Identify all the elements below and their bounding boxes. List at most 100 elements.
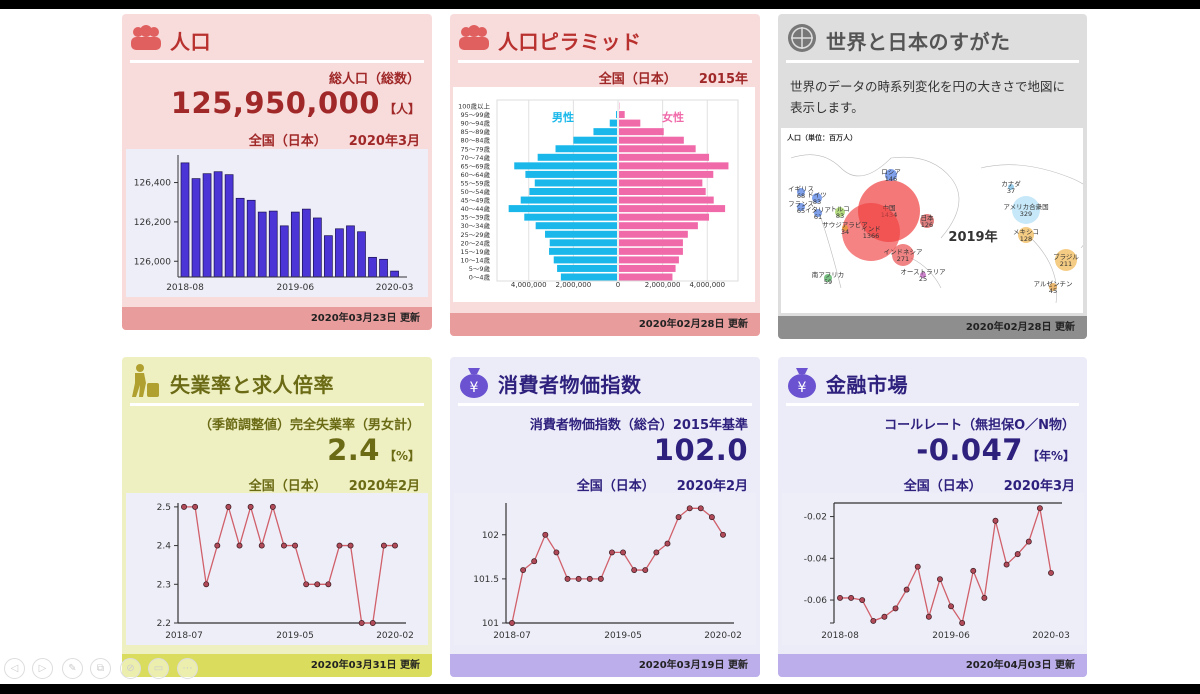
male-bar: [555, 145, 617, 153]
y-tick-label: -0.02: [804, 513, 827, 523]
age-label: 0～4歳: [469, 273, 491, 282]
back-icon[interactable]: ◁: [4, 658, 25, 679]
female-bar: [619, 162, 729, 170]
metric-value-row: 125,950,000 【人】: [171, 86, 420, 120]
bar: [180, 162, 190, 278]
population-card[interactable]: 人口 総人口（総数） 125,950,000 【人】 全国（日本） 2020年3月 …: [122, 14, 432, 330]
country-value: 1366: [863, 232, 880, 240]
metric-label: 消費者物価指数（総合）2015年基準: [529, 418, 748, 433]
pen-icon[interactable]: ✎: [62, 658, 83, 679]
male-bar: [520, 196, 617, 204]
country-value: 83: [836, 212, 844, 220]
coastline: [910, 257, 942, 289]
age-label: 5～9歳: [469, 264, 491, 273]
country-bubble: [842, 203, 900, 261]
finance-card[interactable]: ¥ 金融市場 コールレート（無担保O／N物） -0.047 【年%】 全国（日本） 2…: [778, 357, 1087, 677]
metric-value: 125,950,000: [170, 86, 380, 120]
country-value: 25: [919, 275, 927, 283]
country-value: 271: [897, 255, 909, 263]
series-line: [184, 504, 395, 624]
country-bubble: [835, 207, 845, 217]
country-bubble: [920, 214, 934, 228]
y-tick-label: 2.3: [157, 580, 171, 590]
data-point: [214, 542, 221, 549]
world-map[interactable]: 中国1434インド1366ロシア146日本126インドネシア271オーストラリア…: [781, 128, 1083, 313]
data-point: [1003, 561, 1010, 568]
data-point: [325, 581, 332, 588]
country-name: イギリス: [788, 185, 814, 193]
age-label: 50～54歳: [460, 187, 490, 196]
male-bar: [537, 153, 617, 161]
screen-icon[interactable]: ▭: [148, 658, 169, 679]
country-value: 126: [921, 221, 933, 229]
country-bubble: [797, 188, 805, 196]
slides-icon[interactable]: ⧉: [90, 658, 111, 679]
metric-value-row: 102.0: [654, 433, 748, 467]
pyramid-card[interactable]: 人口ピラミッド 全国（日本） 2015年 4,000,000 2,000,000 0 2…: [450, 14, 760, 336]
data-point: [520, 567, 527, 574]
female-bar: [619, 153, 710, 161]
population-chart: 126,000 126,200 126,400 2018-08 2019-06 2020-…: [126, 149, 428, 297]
country-value: 68: [797, 192, 805, 200]
data-point: [247, 503, 254, 510]
cpi-card[interactable]: ¥ 消費者物価指数 消費者物価指数（総合）2015年基準 102.0 全国（日本）…: [450, 357, 760, 677]
region: 全国（日本）: [903, 479, 982, 494]
bar: [290, 211, 300, 278]
y-tick-label: 126,000: [134, 257, 171, 267]
divider: [786, 60, 1079, 63]
male-bar: [545, 230, 617, 238]
data-point: [914, 563, 921, 570]
data-point: [925, 613, 932, 620]
more-icon[interactable]: ⋯: [177, 658, 198, 679]
y-tick-label: 2.5: [157, 503, 171, 513]
region: 全国（日本）: [248, 479, 327, 494]
female-bar: [619, 170, 714, 178]
updated-footer: 2020年02月28日 更新: [778, 316, 1087, 339]
country-bubble: [1008, 184, 1014, 190]
country-bubble: [824, 274, 832, 282]
data-point: [837, 595, 843, 601]
metric-context: 全国（日本） 2020年3月: [904, 475, 1075, 494]
country-name: カナダ: [1001, 179, 1021, 188]
age-label: 15～19歳: [460, 247, 490, 256]
female-bar: [619, 128, 664, 136]
no-edit-icon[interactable]: ⊘: [120, 658, 141, 679]
data-point: [553, 549, 560, 556]
top-black-bar: [0, 0, 1200, 9]
male-bar: [534, 179, 617, 187]
forward-icon[interactable]: ▷: [32, 658, 53, 679]
age-label: 55～59歳: [460, 178, 490, 187]
female-bar: [619, 179, 703, 187]
data-point: [225, 503, 232, 510]
country-bubble: [842, 225, 848, 231]
data-point: [303, 581, 310, 588]
data-point: [881, 613, 888, 620]
country-value: 59: [824, 278, 832, 286]
metric-value-row: 2.4 【%】: [327, 433, 420, 467]
world-card[interactable]: 世界と日本のすがた 世界のデータの時系列変化を円の大きさで地図に表示します。 中…: [778, 14, 1087, 339]
data-point: [664, 540, 671, 547]
data-point: [258, 542, 265, 549]
bar: [324, 235, 333, 278]
card-title: 消費者物価指数: [498, 372, 642, 397]
x-tick-label: 2019-06: [276, 283, 314, 293]
female-bar: [619, 230, 688, 238]
data-point: [531, 558, 538, 565]
country-value: 37: [1007, 187, 1015, 195]
female-bar: [619, 256, 679, 264]
country-name: ドイツ: [807, 191, 827, 199]
age-label: 40～44歳: [460, 204, 490, 213]
data-point: [314, 581, 321, 588]
period: 2020年2月: [348, 479, 420, 494]
people-icon: [458, 24, 490, 56]
age-label: 20～24歳: [460, 238, 490, 247]
data-point: [380, 542, 387, 549]
period: 2020年2月: [676, 479, 748, 494]
age-label: 25～29歳: [460, 230, 490, 239]
unemployment-card[interactable]: 失業率と求人倍率 （季節調整値）完全失業率（男女計） 2.4 【%】 全国（日本）…: [122, 357, 432, 677]
metric-unit: 【人】: [383, 102, 420, 116]
age-label: 30～34歳: [460, 221, 490, 230]
map-caption: 人口（単位：百万人）: [787, 133, 857, 142]
data-point: [392, 542, 398, 549]
x-tick-label: 2,000,000: [556, 281, 592, 289]
